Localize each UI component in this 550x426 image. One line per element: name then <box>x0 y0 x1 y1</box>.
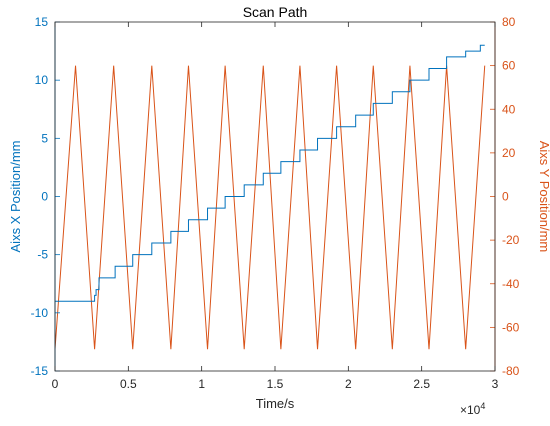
x-axis: 0 0.5 1 1.5 2 2.5 3 <box>52 22 499 391</box>
right-tick-label: 40 <box>502 102 516 116</box>
left-tick-label: 15 <box>35 15 49 29</box>
plot-frame <box>54 21 496 372</box>
left-axis-label: Aixs X Position/mm <box>8 141 23 253</box>
x-tick-label: 0.5 <box>120 377 137 391</box>
series-line-x-position <box>55 44 485 302</box>
left-tick-label: -5 <box>37 248 48 262</box>
left-tick-label: -10 <box>31 306 49 320</box>
right-tick-label: 60 <box>502 59 516 73</box>
x-axis-exponent-label: ×104 <box>460 401 485 417</box>
x-axis-multiplier-exponent: 4 <box>480 401 485 411</box>
x-tick-label: 2.5 <box>413 377 430 391</box>
x-tick-label: 3 <box>492 377 499 391</box>
x-axis-label: Time/s <box>256 396 295 411</box>
right-tick-label: -20 <box>502 233 520 247</box>
right-tick-label: -40 <box>502 277 520 291</box>
left-tick-label: 5 <box>41 131 48 145</box>
right-axis-label: Aixs Y Position/mm <box>537 141 550 253</box>
right-tick-label: 80 <box>502 15 516 29</box>
series-group-x-position <box>55 44 485 302</box>
right-tick-label: -60 <box>502 320 520 334</box>
left-tick-label: 0 <box>41 190 48 204</box>
x-tick-label: 0 <box>52 377 59 391</box>
series-group-y-position <box>54 65 486 350</box>
x-tick-label: 1.5 <box>267 377 284 391</box>
right-tick-label: 20 <box>502 146 516 160</box>
right-tick-label: 0 <box>502 190 509 204</box>
right-tick-label: -80 <box>502 364 520 378</box>
right-axis: -80 -60 -40 -20 0 20 40 60 80 <box>490 15 520 378</box>
left-tick-label: -15 <box>31 364 49 378</box>
x-tick-label: 2 <box>345 377 352 391</box>
x-tick-label: 1 <box>198 377 205 391</box>
series-line-y-position <box>54 65 486 350</box>
chart-title: Scan Path <box>243 4 308 20</box>
x-axis-multiplier-base: ×10 <box>460 403 481 417</box>
left-tick-label: 10 <box>35 73 49 87</box>
